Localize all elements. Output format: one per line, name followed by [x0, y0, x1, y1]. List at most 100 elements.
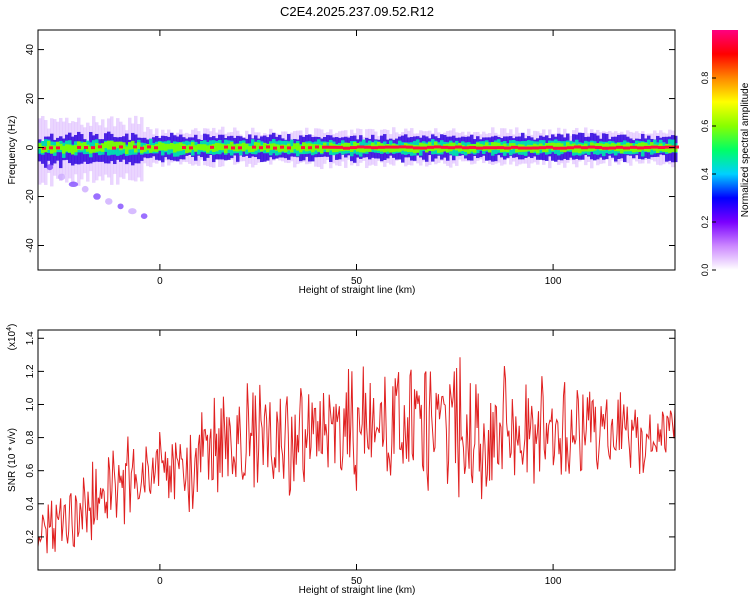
heat-cell	[203, 144, 207, 151]
heat-cell	[179, 142, 183, 151]
peak-dot	[602, 146, 609, 150]
heat-cell	[194, 145, 198, 152]
peak-dot	[252, 145, 256, 149]
peak-dot	[490, 146, 497, 150]
spectrogram-axes: 0 50 100 -40 -20 0 20 40	[25, 30, 675, 287]
snr-ylabel: SNR (10 * v/v)	[7, 428, 18, 492]
snr-axes: 0 50 100 0.2 0.4 0.6 0.8 1.0 1.2 1.4	[25, 330, 675, 587]
peak-dot	[133, 145, 137, 149]
peak-dot	[406, 145, 413, 149]
heat-cell	[299, 145, 303, 153]
peak-dot	[273, 146, 277, 150]
heat-cell	[245, 143, 249, 150]
peak-dot	[595, 146, 602, 150]
heat-cell	[290, 146, 294, 153]
peak-dot	[140, 146, 144, 150]
heat-cell	[137, 142, 141, 150]
heat-cell	[284, 144, 288, 153]
heat-cell	[176, 143, 180, 152]
y-tick-label: 1.0	[25, 397, 36, 411]
peak-dot	[378, 145, 385, 149]
peak-dot	[56, 146, 60, 150]
heat-cell	[269, 143, 273, 151]
heat-cell	[173, 143, 177, 153]
heat-cell	[206, 145, 210, 153]
peak-dot	[98, 145, 102, 149]
peak-dot	[77, 145, 81, 149]
heat-cell	[359, 146, 363, 153]
colorbar: 0.0 0.2 0.4 0.6 0.8 Normalized spectral ampl…	[700, 30, 750, 276]
snr-line	[37, 357, 676, 554]
heat-cell	[587, 146, 591, 152]
tail-blob	[117, 203, 124, 210]
heat-cell	[71, 145, 75, 155]
heat-cell	[92, 146, 96, 153]
heat-cell	[74, 144, 78, 153]
peak-dot	[560, 146, 567, 150]
heat-cell	[437, 144, 441, 153]
peak-dot	[308, 146, 312, 150]
peak-dot	[315, 145, 319, 149]
colorbar-label: Normalized spectral amplitude	[740, 82, 750, 217]
peak-dot	[630, 145, 637, 149]
heat-cell	[152, 145, 156, 152]
peak-dot	[91, 146, 95, 150]
heat-cell	[248, 146, 252, 153]
x-tick-label: 50	[351, 276, 363, 287]
spectrogram-ylabel: Frequency (Hz)	[7, 116, 18, 185]
peak-dot	[336, 145, 343, 149]
heat-cell	[293, 143, 297, 150]
heat-cell	[113, 141, 117, 150]
heat-cell	[509, 143, 513, 150]
peak-dot	[616, 145, 623, 149]
heat-cell	[353, 141, 357, 151]
peak-dot	[238, 146, 242, 150]
heat-cell	[53, 145, 57, 153]
heat-cell	[257, 142, 261, 150]
peak-dot	[532, 146, 539, 150]
snr-line-series	[37, 357, 676, 554]
peak-dot	[231, 146, 235, 150]
peak-dot	[567, 146, 574, 150]
tail-blob	[128, 208, 137, 215]
peak-dot	[399, 145, 406, 149]
heat-cell	[170, 142, 174, 150]
heat-cell	[161, 143, 165, 151]
heat-cell	[389, 144, 393, 153]
heat-cell	[47, 140, 51, 151]
peak-dot	[581, 146, 588, 150]
heat-cell	[320, 145, 324, 154]
peak-dot	[119, 145, 123, 149]
heat-cell	[62, 145, 66, 154]
heat-cell	[230, 141, 234, 151]
colorbar-tick-label: 0.8	[700, 72, 710, 85]
peak-dot	[84, 146, 88, 150]
peak-dot	[427, 145, 434, 149]
heat-cell	[101, 143, 105, 152]
heat-cell	[164, 143, 168, 151]
heat-cell	[494, 142, 498, 150]
peak-dot	[413, 146, 420, 150]
heat-cell	[110, 140, 114, 150]
heat-cell	[575, 144, 579, 153]
heat-cell	[185, 145, 189, 154]
y-tick-label: -20	[25, 189, 36, 204]
heat-cell	[242, 142, 246, 152]
heat-cell	[620, 144, 624, 154]
heat-cell	[191, 142, 195, 150]
peak-dot	[553, 146, 560, 150]
heat-cell	[50, 145, 54, 154]
heat-cell	[68, 144, 72, 153]
peak-dot	[623, 146, 630, 150]
peak-dot	[644, 145, 651, 149]
heat-cell	[65, 144, 69, 152]
heat-cell	[554, 143, 558, 150]
peak-dot	[112, 146, 116, 150]
heat-cell	[149, 145, 153, 153]
peak-dot	[182, 146, 186, 150]
heat-cell	[674, 145, 678, 152]
peak-dot	[637, 146, 644, 150]
x-tick-label: 100	[545, 276, 562, 287]
peak-dot	[49, 146, 53, 150]
y-tick-label: 40	[25, 44, 36, 56]
